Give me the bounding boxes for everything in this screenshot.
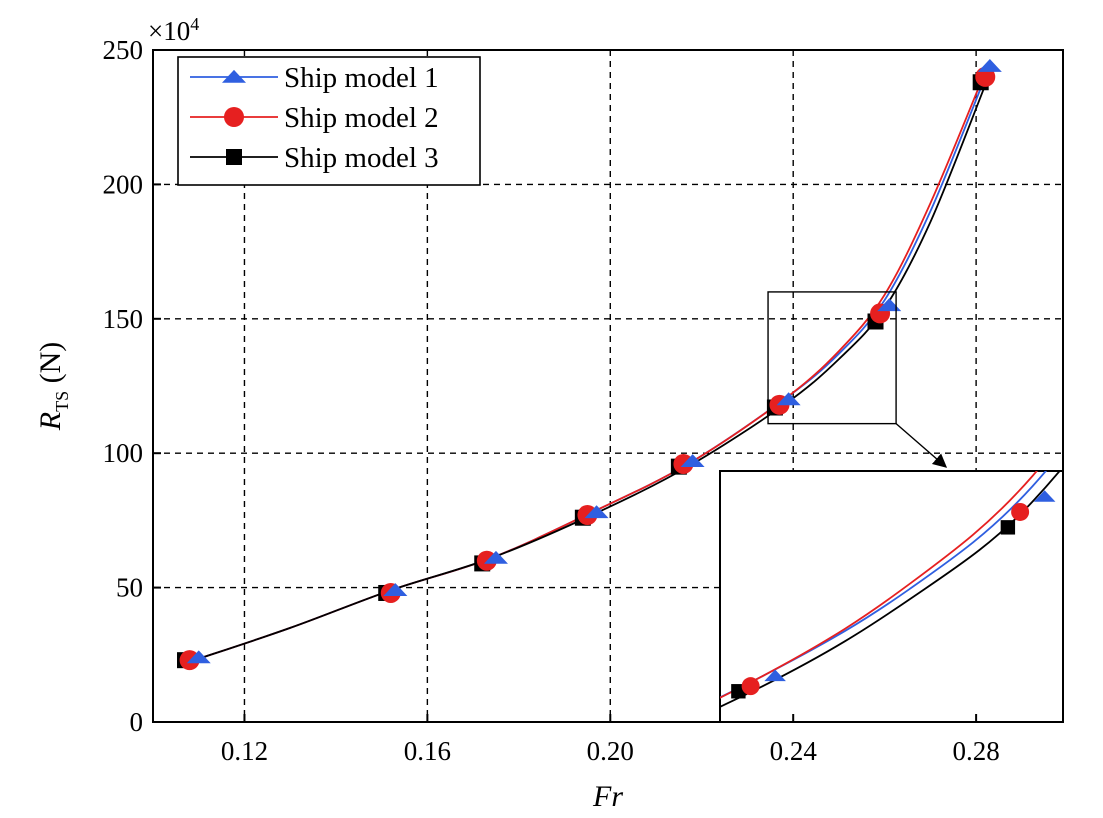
- zoom-box-rect: [767, 291, 897, 425]
- x-tick-label: 0.20: [587, 736, 634, 766]
- x-tick-label: 0.28: [952, 736, 999, 766]
- y-tick-label: 50: [116, 573, 143, 603]
- axis-ticks: 0.12 0.16 0.20 0.24 0.28 0 50 100 150 200 250: [103, 35, 1000, 766]
- y-tick-label: 250: [103, 35, 144, 65]
- series-marker: [186, 650, 211, 664]
- scale-factor: ×104: [148, 14, 199, 46]
- series-marker: [975, 66, 996, 87]
- series-markers: [177, 58, 1002, 671]
- series-marker: [977, 58, 1002, 72]
- series-marker: [877, 298, 902, 312]
- legend-marker: [224, 107, 244, 127]
- y-tick-label: 100: [103, 438, 144, 468]
- y-axis-symbol: R: [34, 412, 67, 431]
- y-tick-label: 150: [103, 304, 144, 334]
- y-axis-unit: (N): [34, 342, 67, 391]
- series-marker: [483, 550, 508, 564]
- y-tick-label: 0: [130, 707, 144, 737]
- series-marker: [680, 454, 705, 468]
- legend: Ship model 1 Ship model 2 Ship model 3: [177, 56, 481, 186]
- inset-marker: [1033, 490, 1056, 502]
- x-tick-label: 0.12: [221, 736, 268, 766]
- inset-markers: [731, 490, 1056, 699]
- x-axis-title: Fr: [592, 780, 623, 813]
- series-marker: [776, 392, 801, 406]
- inset-plot: [719, 470, 1064, 723]
- inset-curves: [720, 471, 1061, 708]
- legend-label: Ship model 3: [284, 142, 439, 174]
- inset-marker: [1011, 502, 1030, 521]
- inset-curve: [720, 471, 1048, 699]
- zoom-region: [767, 291, 948, 468]
- series-marker: [383, 583, 408, 597]
- inset-curve: [720, 471, 1038, 699]
- legend-marker: [226, 149, 242, 165]
- x-tick-label: 0.16: [404, 736, 451, 766]
- legend-marker: [222, 69, 246, 83]
- series-marker: [584, 505, 609, 519]
- legend-label: Ship model 2: [284, 102, 439, 134]
- inset-marker: [764, 669, 786, 682]
- y-axis-title: RTS (N): [34, 342, 72, 432]
- y-axis-subscript: TS: [52, 391, 72, 412]
- x-tick-label: 0.24: [770, 736, 818, 766]
- inset-curve: [720, 471, 1061, 708]
- inset-marker: [1000, 520, 1016, 535]
- legend-label: Ship model 1: [284, 62, 439, 94]
- y-tick-label: 200: [103, 169, 144, 199]
- inset-marker: [741, 677, 760, 696]
- zoom-arrow: [895, 423, 948, 468]
- plot-frame: [152, 49, 1064, 723]
